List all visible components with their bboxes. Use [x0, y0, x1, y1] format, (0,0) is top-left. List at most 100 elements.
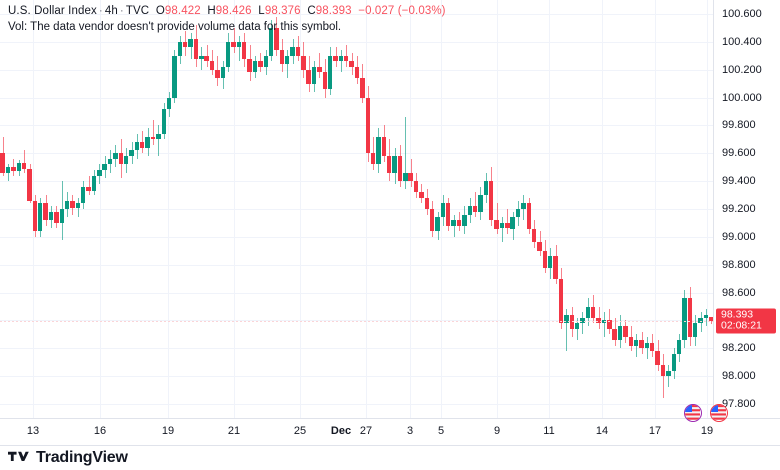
candle-body — [43, 203, 48, 221]
candle-body — [38, 203, 43, 232]
candle-body — [413, 181, 419, 193]
price-axis-label: 99.200 — [722, 203, 756, 215]
candle-body — [381, 136, 387, 157]
candle-body — [75, 203, 81, 208]
chart-plot-area[interactable] — [0, 0, 714, 418]
candle-body — [97, 169, 102, 176]
candle-body — [564, 314, 569, 324]
candle-body — [145, 136, 150, 148]
candle-body — [419, 192, 424, 198]
candle-body — [172, 55, 177, 98]
candle-body — [446, 203, 451, 226]
vertical-gridline — [300, 0, 301, 418]
vertical-gridline — [234, 0, 235, 418]
candle-body — [403, 172, 408, 182]
horizontal-gridline — [0, 181, 714, 182]
horizontal-gridline — [0, 153, 714, 154]
candle-body — [59, 209, 64, 223]
horizontal-gridline — [0, 14, 714, 15]
candle-body — [333, 55, 338, 62]
candle-body — [698, 317, 703, 324]
candle-wick — [604, 312, 605, 338]
price-axis-label: 98.600 — [722, 286, 756, 299]
time-axis-label: 3 — [406, 425, 414, 437]
candle-body — [123, 156, 129, 165]
exchange-label[interactable]: TVC — [125, 5, 150, 17]
candle-wick — [24, 150, 25, 173]
candle-body — [526, 203, 531, 229]
candle-body — [21, 163, 27, 169]
symbol-name[interactable]: U.S. Dollar Index — [8, 5, 97, 17]
vertical-gridline — [707, 0, 708, 418]
candle-wick — [647, 337, 648, 360]
candle-body — [225, 41, 231, 67]
candle-body — [467, 206, 472, 215]
price-axis-label: 100.200 — [722, 63, 762, 76]
price-axis[interactable]: 100.600 100.400 100.200 100.000 99.800 99.600… — [714, 0, 780, 418]
candle-body — [515, 209, 521, 218]
horizontal-gridline — [0, 293, 714, 294]
close-value: 98.393 — [315, 5, 352, 17]
candle-body — [140, 142, 145, 148]
candle-wick — [201, 47, 202, 70]
vertical-gridline — [100, 0, 101, 418]
open-value: 98.422 — [164, 5, 201, 17]
tradingview-logo[interactable]: TradingView — [8, 449, 128, 467]
open-key: O — [155, 5, 165, 17]
candle-body — [590, 306, 596, 318]
tradingview-logo-icon — [8, 451, 29, 461]
price-axis-label: 99.600 — [722, 147, 756, 160]
time-axis-label: 17 — [648, 425, 662, 437]
candle-wick — [454, 214, 455, 237]
horizontal-gridline — [0, 265, 714, 266]
candle-body — [580, 317, 585, 324]
candle-body — [322, 72, 327, 90]
candle-body — [682, 298, 687, 340]
candle-body — [676, 339, 682, 354]
candle-body — [687, 298, 693, 338]
interval-label[interactable]: 4h — [104, 5, 118, 17]
candle-body — [220, 66, 225, 79]
candle-wick — [566, 309, 567, 352]
us-flag-event-icon[interactable] — [684, 404, 702, 422]
candle-wick — [411, 158, 412, 187]
candle-body — [231, 41, 236, 48]
high-key: H — [207, 5, 216, 17]
price-axis-label: 98.800 — [722, 258, 756, 271]
candle-body — [344, 55, 349, 62]
time-axis[interactable]: 13 16 19 21 25 27 Dec 3 5 9 11 14 17 19 — [0, 419, 780, 445]
price-axis-label: 97.800 — [722, 398, 756, 411]
current-price-badge[interactable]: 98.393 02:08:21 — [716, 308, 776, 334]
candle-body — [70, 200, 75, 208]
horizontal-gridline — [0, 348, 714, 349]
vertical-gridline — [655, 0, 656, 418]
candle-body — [376, 136, 381, 165]
candle-wick — [706, 309, 707, 327]
legend-symbol-row[interactable]: U.S. Dollar Index · 4h · TVC O98.422 H98.426… — [8, 4, 446, 19]
price-axis-label: 98.200 — [722, 342, 756, 355]
candle-wick — [78, 197, 79, 218]
candle-body — [113, 153, 118, 159]
candle-body — [193, 39, 199, 59]
us-flag-event-icon[interactable] — [710, 404, 728, 422]
candle-wick — [319, 52, 320, 79]
candle-body — [703, 314, 709, 318]
time-axis-label: 5 — [437, 425, 445, 437]
candle-body — [166, 97, 172, 109]
candle-body — [242, 41, 247, 59]
horizontal-gridline — [0, 42, 714, 43]
candle-wick — [507, 209, 508, 235]
time-axis-label: 27 — [359, 425, 373, 437]
candle-body — [548, 256, 553, 268]
candle-body — [284, 55, 290, 65]
candle-body — [274, 27, 279, 51]
candle-body — [617, 326, 623, 340]
candle-body — [150, 136, 156, 140]
candle-body — [408, 172, 413, 182]
candle-wick — [373, 136, 374, 170]
candle-body — [494, 220, 499, 229]
candle-body — [279, 50, 285, 65]
candle-body — [483, 181, 489, 196]
candle-body — [311, 66, 317, 84]
